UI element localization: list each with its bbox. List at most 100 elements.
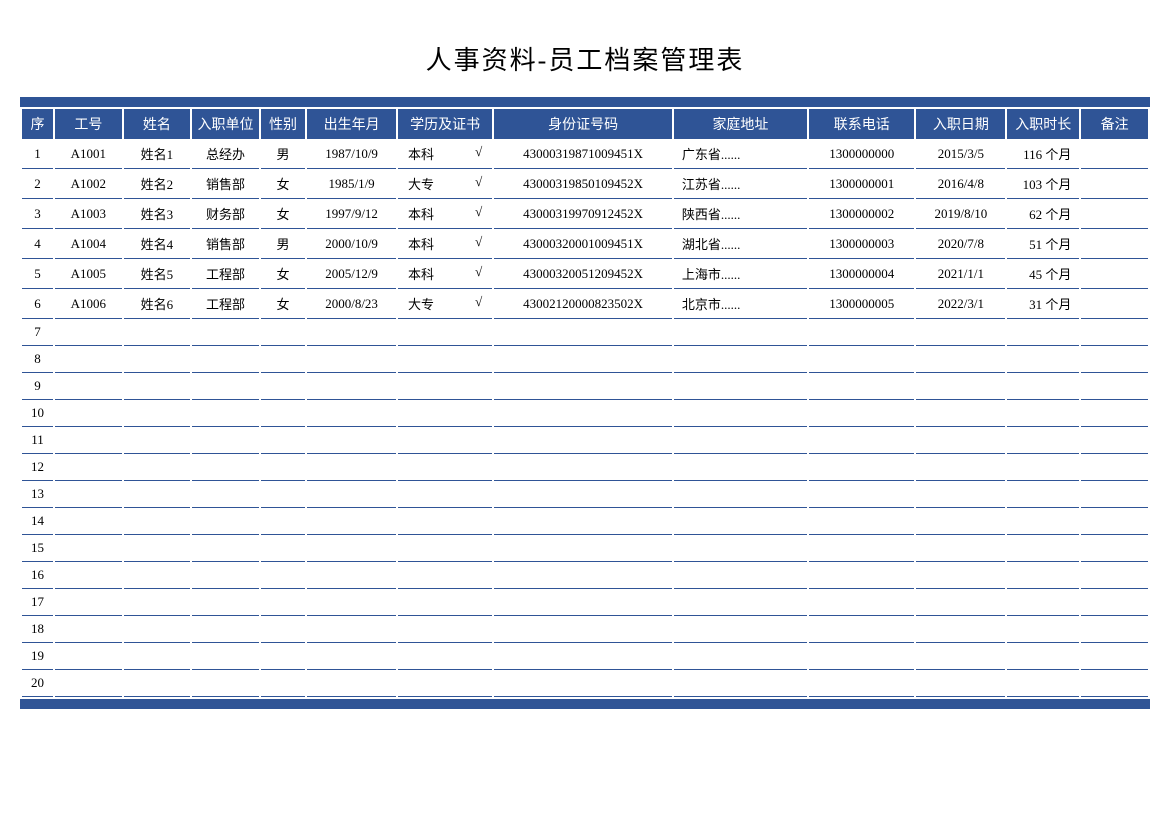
- cell-gender: [261, 535, 305, 562]
- cell-birth: 1997/9/12: [307, 199, 396, 229]
- cell-dept: [192, 373, 259, 400]
- cell-seq: 11: [22, 427, 53, 454]
- cell-edu: 本科√: [398, 229, 492, 259]
- cell-name: [124, 670, 191, 697]
- cell-dept: [192, 427, 259, 454]
- cell-addr: 湖北省......: [674, 229, 807, 259]
- cell-edu: [398, 481, 492, 508]
- cell-edu: [398, 346, 492, 373]
- table-row: 2A1002姓名2销售部女1985/1/9大专√4300031985010945…: [22, 169, 1148, 199]
- cell-emp_id: [55, 400, 122, 427]
- column-header-tenure: 入职时长: [1007, 109, 1079, 139]
- cell-emp_id: [55, 346, 122, 373]
- cell-name: [124, 562, 191, 589]
- cell-remark: [1081, 589, 1148, 616]
- cell-emp_id: A1001: [55, 139, 122, 169]
- cell-remark: [1081, 454, 1148, 481]
- cell-name: [124, 508, 191, 535]
- cell-gender: [261, 616, 305, 643]
- cell-tenure: 62 个月: [1007, 199, 1079, 229]
- cell-phone: [809, 562, 914, 589]
- cell-idcard: [494, 400, 672, 427]
- column-header-emp_id: 工号: [55, 109, 122, 139]
- cell-phone: [809, 427, 914, 454]
- cell-phone: 1300000000: [809, 139, 914, 169]
- cell-idcard: 43000320001009451X: [494, 229, 672, 259]
- column-header-edu: 学历及证书: [398, 109, 492, 139]
- cell-edu: [398, 535, 492, 562]
- edu-text: 本科: [408, 264, 434, 283]
- cell-seq: 4: [22, 229, 53, 259]
- bottom-border-bar: [20, 699, 1150, 709]
- cell-remark: [1081, 535, 1148, 562]
- cell-dept: 销售部: [192, 229, 259, 259]
- cell-gender: 女: [261, 259, 305, 289]
- table-row: 12: [22, 454, 1148, 481]
- cell-addr: 广东省......: [674, 139, 807, 169]
- cell-dept: [192, 643, 259, 670]
- cert-check: √: [475, 294, 482, 313]
- cell-gender: [261, 670, 305, 697]
- cell-seq: 18: [22, 616, 53, 643]
- cell-birth: [307, 535, 396, 562]
- cell-edu: [398, 400, 492, 427]
- cell-edu: 本科√: [398, 199, 492, 229]
- cell-dept: 销售部: [192, 169, 259, 199]
- cell-phone: [809, 670, 914, 697]
- cell-phone: 1300000004: [809, 259, 914, 289]
- cell-hire: [916, 670, 1005, 697]
- cell-addr: [674, 616, 807, 643]
- cell-tenure: [1007, 481, 1079, 508]
- cell-tenure: 45 个月: [1007, 259, 1079, 289]
- cell-gender: [261, 643, 305, 670]
- cell-gender: 女: [261, 289, 305, 319]
- cell-gender: [261, 346, 305, 373]
- cell-gender: [261, 508, 305, 535]
- cell-remark: [1081, 616, 1148, 643]
- table-row: 3A1003姓名3财务部女1997/9/12本科√430003199709124…: [22, 199, 1148, 229]
- cell-phone: [809, 400, 914, 427]
- cell-phone: [809, 643, 914, 670]
- cell-name: 姓名4: [124, 229, 191, 259]
- cell-phone: 1300000005: [809, 289, 914, 319]
- column-header-birth: 出生年月: [307, 109, 396, 139]
- cell-idcard: [494, 427, 672, 454]
- cell-gender: [261, 454, 305, 481]
- table-header: 序工号姓名入职单位性别出生年月学历及证书身份证号码家庭地址联系电话入职日期入职时…: [22, 109, 1148, 139]
- column-header-addr: 家庭地址: [674, 109, 807, 139]
- cell-addr: [674, 373, 807, 400]
- cell-idcard: [494, 670, 672, 697]
- top-border-bar: [20, 97, 1150, 107]
- table-row: 14: [22, 508, 1148, 535]
- edu-text: 本科: [408, 144, 434, 163]
- cell-gender: [261, 427, 305, 454]
- cell-addr: [674, 562, 807, 589]
- cell-edu: [398, 562, 492, 589]
- cell-tenure: 31 个月: [1007, 289, 1079, 319]
- cell-remark: [1081, 289, 1148, 319]
- table-body: 1A1001姓名1总经办男1987/10/9本科√430003198710094…: [22, 139, 1148, 697]
- cell-gender: 女: [261, 169, 305, 199]
- cell-gender: 女: [261, 199, 305, 229]
- cell-hire: [916, 616, 1005, 643]
- cell-name: 姓名1: [124, 139, 191, 169]
- cell-seq: 13: [22, 481, 53, 508]
- cell-idcard: 43002120000823502X: [494, 289, 672, 319]
- cell-seq: 6: [22, 289, 53, 319]
- cell-addr: 上海市......: [674, 259, 807, 289]
- edu-text: 本科: [408, 204, 434, 223]
- cell-tenure: [1007, 670, 1079, 697]
- cell-name: [124, 400, 191, 427]
- cell-seq: 10: [22, 400, 53, 427]
- cell-idcard: [494, 481, 672, 508]
- cell-dept: [192, 319, 259, 346]
- cell-remark: [1081, 400, 1148, 427]
- cell-hire: [916, 373, 1005, 400]
- cell-gender: 男: [261, 229, 305, 259]
- table-row: 9: [22, 373, 1148, 400]
- cell-birth: [307, 589, 396, 616]
- cell-dept: [192, 535, 259, 562]
- cell-remark: [1081, 643, 1148, 670]
- cell-tenure: [1007, 535, 1079, 562]
- cell-emp_id: [55, 589, 122, 616]
